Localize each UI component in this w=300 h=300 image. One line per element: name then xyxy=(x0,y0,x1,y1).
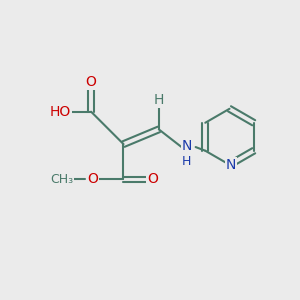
Text: N: N xyxy=(226,158,236,172)
Text: CH₃: CH₃ xyxy=(50,173,73,186)
Text: H: H xyxy=(182,155,191,168)
Text: O: O xyxy=(87,172,98,186)
Text: N: N xyxy=(182,140,192,154)
Text: O: O xyxy=(86,75,97,89)
Text: H: H xyxy=(154,93,164,107)
Text: O: O xyxy=(148,172,158,186)
Text: HO: HO xyxy=(50,105,71,119)
